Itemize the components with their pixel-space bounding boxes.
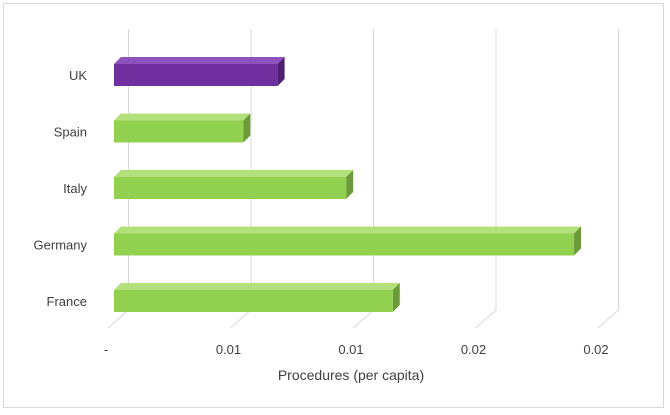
x-tick-labels: - 0.01 0.01 0.02 0.02 bbox=[104, 342, 609, 357]
category-label-france: France bbox=[47, 294, 87, 309]
bar-front-face bbox=[114, 233, 575, 256]
bar-uk bbox=[114, 57, 285, 86]
gridline-floor bbox=[107, 309, 129, 329]
bar-germany bbox=[114, 226, 582, 256]
category-labels: UK Spain Italy Germany France bbox=[34, 68, 88, 309]
gridline-floor bbox=[230, 309, 252, 329]
bar-top-face bbox=[114, 113, 251, 121]
x-tick-label: 0.02 bbox=[461, 342, 486, 357]
bar-top-face bbox=[114, 226, 582, 234]
bar-spain bbox=[114, 113, 251, 143]
bar-front-face bbox=[114, 64, 278, 86]
bar-front-face bbox=[114, 177, 347, 199]
x-tick-label: - bbox=[104, 342, 108, 357]
x-axis-title: Procedures (per capita) bbox=[278, 367, 424, 383]
bar-front-face bbox=[114, 290, 393, 312]
x-tick-label: 0.02 bbox=[583, 342, 608, 357]
category-label-germany: Germany bbox=[34, 238, 88, 253]
chart-svg: UK Spain Italy Germany France - 0.01 0.01 0.02 0… bbox=[34, 29, 619, 383]
category-label-uk: UK bbox=[69, 68, 87, 83]
bar-side-face bbox=[346, 170, 354, 199]
gridline-floor bbox=[597, 309, 619, 329]
bar-france bbox=[114, 283, 400, 312]
category-label-italy: Italy bbox=[63, 181, 87, 196]
bar-top-face bbox=[114, 283, 400, 290]
bar-side-face bbox=[392, 283, 400, 312]
x-tick-label: 0.01 bbox=[338, 342, 363, 357]
bar-italy bbox=[114, 170, 354, 199]
bar-side-face bbox=[574, 226, 582, 256]
bar-top-face bbox=[114, 170, 354, 177]
bar-front-face bbox=[114, 120, 244, 143]
bar-side-face bbox=[243, 113, 251, 143]
chart-frame: UK Spain Italy Germany France - 0.01 0.01 0.02 0… bbox=[3, 3, 664, 408]
x-tick-label: 0.01 bbox=[216, 342, 241, 357]
bars bbox=[114, 57, 582, 312]
gridline-floor bbox=[475, 309, 497, 329]
bar-top-face bbox=[114, 57, 285, 64]
bar-side-face bbox=[277, 57, 285, 86]
category-label-spain: Spain bbox=[54, 125, 87, 140]
gridline-floor bbox=[352, 309, 374, 329]
